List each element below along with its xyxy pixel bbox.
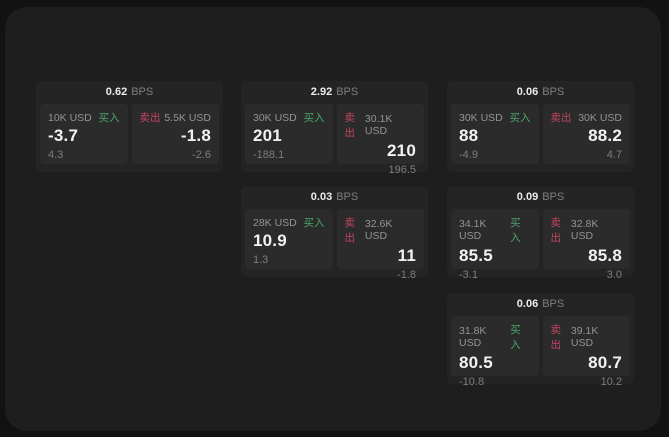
buy-sub-value: 4.3 (48, 149, 64, 161)
buy-side-label: 买入 (509, 112, 531, 124)
buy-side-label: 买入 (510, 324, 521, 351)
sell-sub-value: -1.8 (397, 269, 416, 281)
sell-panel[interactable]: 卖出 30.1K USD 210 196.5 (336, 104, 424, 176)
bps-value: 0.09 (516, 191, 539, 203)
buy-side-label: 买入 (303, 217, 325, 229)
buy-amount: 30K USD (253, 111, 297, 124)
buy-sell-panels: 30K USD 买入 201 -188.1 卖出 30.1K USD 210 1… (241, 104, 428, 176)
sell-sub-value: 196.5 (388, 164, 416, 176)
buy-sub-value: -188.1 (253, 149, 285, 161)
bps-value: 0.06 (516, 86, 539, 98)
buy-panel[interactable]: 10K USD 买入 -3.7 4.3 (40, 104, 128, 164)
quote-card: 0.62 BPS 10K USD 买入 -3.7 4.3 卖出 5.5K USD (36, 81, 223, 172)
sell-side-label: 卖出 (550, 217, 562, 244)
sell-panel[interactable]: 卖出 5.5K USD -1.8 -2.6 (131, 104, 219, 164)
sell-price: 210 (387, 141, 416, 160)
buy-sub-value: -3.1 (459, 269, 478, 281)
buy-sub-value: -10.8 (459, 376, 485, 388)
sell-side-label: 卖出 (344, 217, 356, 244)
buy-panel[interactable]: 31.8K USD 买入 80.5 -10.8 (451, 316, 539, 388)
buy-side-label: 买入 (303, 112, 325, 124)
sell-price: 85.8 (588, 246, 622, 265)
card-header: 2.92 BPS (241, 81, 428, 104)
sell-price: 80.7 (588, 353, 622, 372)
sell-amount: 32.8K USD (570, 218, 599, 242)
sell-amount: 30K USD (578, 111, 622, 124)
sell-side-label: 卖出 (550, 112, 572, 124)
bps-unit-label: BPS (542, 191, 565, 203)
buy-sell-panels: 31.8K USD 买入 80.5 -10.8 卖出 39.1K USD 80.… (447, 316, 634, 388)
sell-price: -1.8 (180, 126, 211, 145)
buy-sub-value: -4.9 (459, 149, 478, 161)
bps-value: 0.03 (310, 191, 333, 203)
buy-sell-panels: 30K USD 买入 88 -4.9 卖出 30K USD 88.2 4.7 (447, 104, 634, 168)
sell-price: 88.2 (588, 126, 622, 145)
buy-price: -3.7 (48, 126, 79, 145)
bps-value: 2.92 (310, 86, 333, 98)
buy-sell-panels: 28K USD 买入 10.9 1.3 卖出 32.6K USD 11 -1.8 (241, 209, 428, 281)
buy-panel[interactable]: 28K USD 买入 10.9 1.3 (245, 209, 333, 269)
quote-card: 2.92 BPS 30K USD 买入 201 -188.1 卖出 30.1K … (241, 81, 428, 176)
sell-amount: 30.1K USD (364, 113, 393, 137)
quote-card: 0.03 BPS 28K USD 买入 10.9 1.3 卖出 32.6K US… (241, 186, 428, 281)
quote-card: 0.06 BPS 31.8K USD 买入 80.5 -10.8 卖出 39.1… (447, 293, 634, 388)
sell-sub-value: 3.0 (606, 269, 622, 281)
sell-sub-value: 10.2 (600, 376, 622, 388)
buy-panel[interactable]: 30K USD 买入 88 -4.9 (451, 104, 539, 164)
sell-panel[interactable]: 卖出 32.6K USD 11 -1.8 (336, 209, 424, 281)
buy-sell-panels: 10K USD 买入 -3.7 4.3 卖出 5.5K USD -1.8 -2.… (36, 104, 223, 168)
buy-amount: 28K USD (253, 216, 297, 229)
buy-sub-value: 1.3 (253, 254, 269, 266)
bps-unit-label: BPS (336, 86, 359, 98)
sell-amount: 39.1K USD (570, 325, 599, 349)
bps-value: 0.62 (105, 86, 128, 98)
sell-panel[interactable]: 卖出 32.8K USD 85.8 3.0 (542, 209, 630, 281)
buy-price: 201 (253, 126, 282, 145)
sell-sub-value: -2.6 (192, 149, 211, 161)
card-header: 0.09 BPS (447, 186, 634, 209)
quotes-surface: 0.62 BPS 10K USD 买入 -3.7 4.3 卖出 5.5K USD (5, 7, 661, 431)
sell-panel[interactable]: 卖出 30K USD 88.2 4.7 (542, 104, 630, 164)
buy-amount: 10K USD (48, 111, 92, 124)
buy-amount: 31.8K USD (459, 325, 487, 349)
sell-price: 11 (397, 246, 416, 265)
card-header: 0.03 BPS (241, 186, 428, 209)
sell-amount: 32.6K USD (364, 218, 393, 242)
buy-amount: 30K USD (459, 111, 503, 124)
buy-sell-panels: 34.1K USD 买入 85.5 -3.1 卖出 32.8K USD 85.8… (447, 209, 634, 281)
card-header: 0.06 BPS (447, 81, 634, 104)
bps-unit-label: BPS (131, 86, 154, 98)
bps-value: 0.06 (516, 298, 539, 310)
sell-side-label: 卖出 (550, 324, 562, 351)
bps-unit-label: BPS (336, 191, 359, 203)
buy-price: 85.5 (459, 246, 493, 265)
quote-card: 0.06 BPS 30K USD 买入 88 -4.9 卖出 30K USD (447, 81, 634, 172)
card-header: 0.06 BPS (447, 293, 634, 316)
buy-price: 10.9 (253, 231, 287, 250)
buy-amount: 34.1K USD (459, 218, 487, 242)
sell-amount: 5.5K USD (164, 111, 211, 124)
sell-side-label: 卖出 (344, 112, 356, 139)
buy-price: 80.5 (459, 353, 493, 372)
buy-panel[interactable]: 34.1K USD 买入 85.5 -3.1 (451, 209, 539, 281)
buy-panel[interactable]: 30K USD 买入 201 -188.1 (245, 104, 333, 164)
sell-panel[interactable]: 卖出 39.1K USD 80.7 10.2 (542, 316, 630, 388)
sell-sub-value: 4.7 (606, 149, 622, 161)
bps-unit-label: BPS (542, 298, 565, 310)
sell-side-label: 卖出 (139, 112, 161, 124)
buy-price: 88 (459, 126, 479, 145)
buy-side-label: 买入 (98, 112, 120, 124)
bps-unit-label: BPS (542, 86, 565, 98)
quote-card: 0.09 BPS 34.1K USD 买入 85.5 -3.1 卖出 32.8K… (447, 186, 634, 281)
card-header: 0.62 BPS (36, 81, 223, 104)
buy-side-label: 买入 (510, 217, 521, 244)
